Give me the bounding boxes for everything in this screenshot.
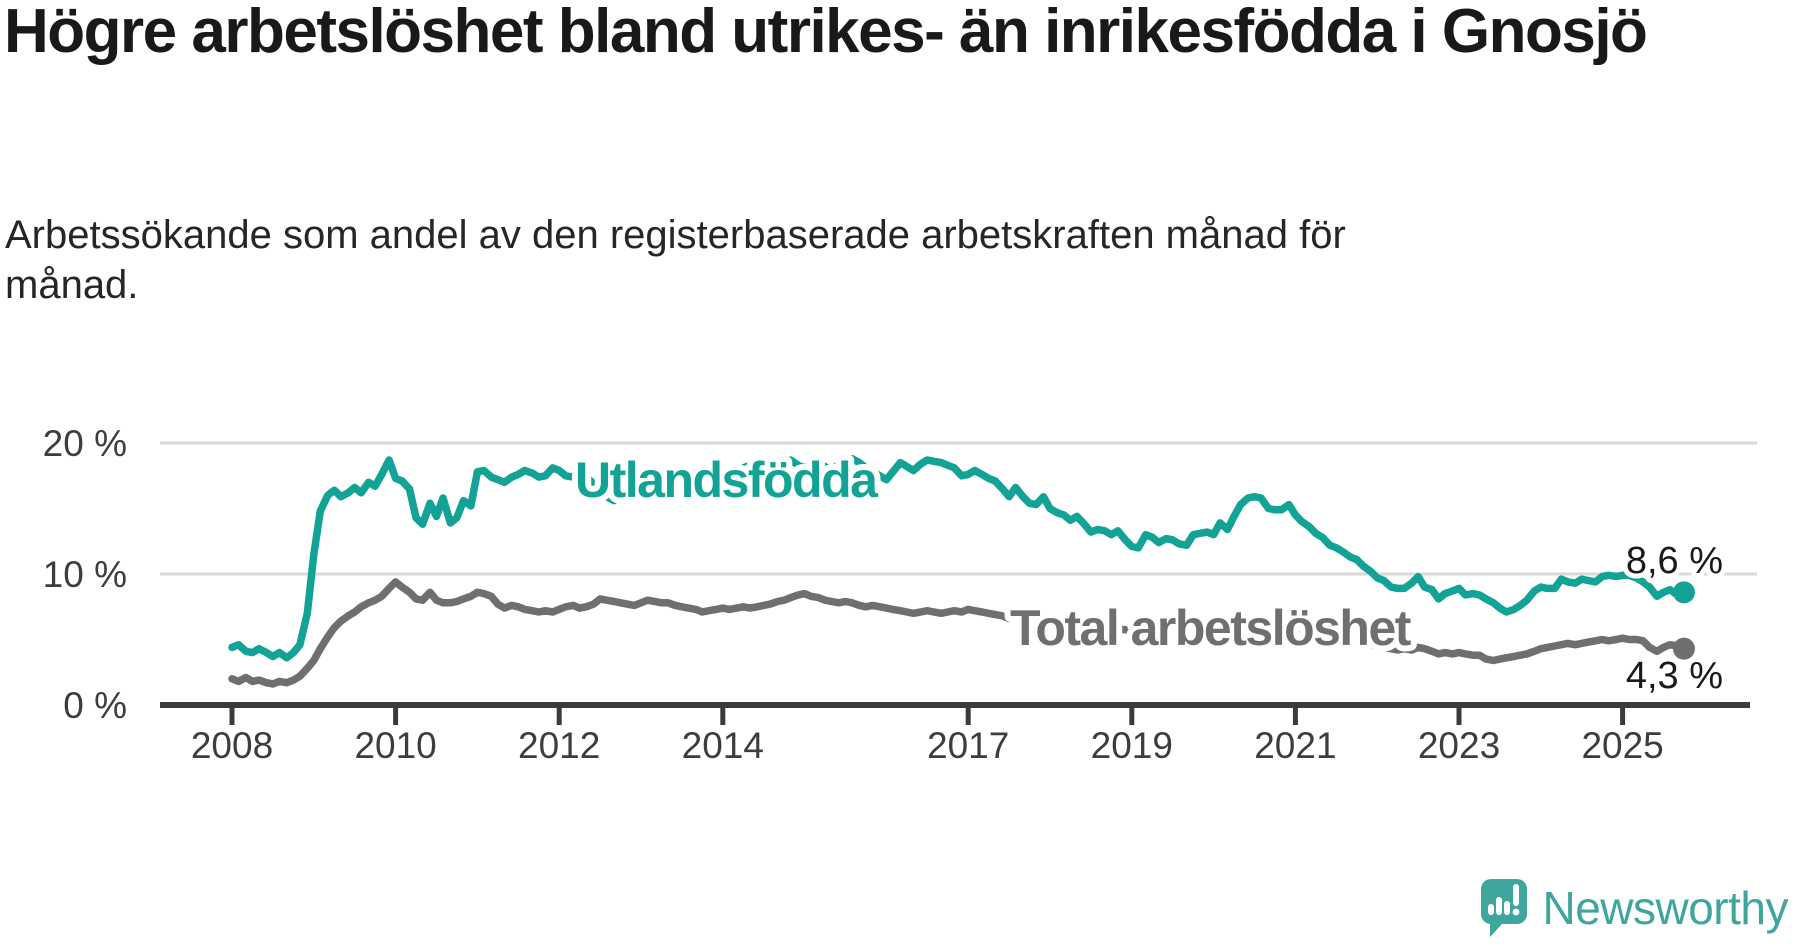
series-end-value-total: 4,3 %	[1626, 655, 1723, 697]
y-tick-label: 20 %	[43, 423, 127, 464]
x-tick-label: 2017	[927, 725, 1009, 766]
x-tick-label: 2023	[1418, 725, 1500, 766]
y-tick-label: 0 %	[63, 685, 127, 726]
newsworthy-logo: Newsworthy	[1480, 878, 1788, 938]
bar-medium	[1504, 901, 1511, 915]
x-tick-label: 2008	[191, 725, 273, 766]
bar-small	[1488, 904, 1495, 915]
x-tick-label: 2014	[682, 725, 764, 766]
exclamation-dot	[1513, 908, 1520, 916]
x-tick-label: 2010	[354, 725, 436, 766]
exclamation-bar	[1513, 884, 1520, 906]
x-tick-label: 2021	[1254, 725, 1336, 766]
x-tick-label: 2025	[1581, 725, 1663, 766]
x-tick-label: 2012	[518, 725, 600, 766]
series-line-total	[228, 578, 1688, 688]
chart-subtitle: Arbetssökande som andel av den registerb…	[5, 213, 1346, 308]
series-label-total: Total arbetslöshet	[1010, 600, 1412, 656]
series-end-value-utlandsfodda: 8,6 %	[1626, 540, 1723, 582]
series-line-utlandsfodda	[228, 454, 1688, 662]
series-end-dot-total	[1672, 637, 1695, 660]
series-end-dot-utlandsfodda	[1672, 581, 1695, 604]
y-tick-label: 10 %	[43, 554, 127, 595]
newsworthy-logo-icon	[1481, 879, 1528, 937]
bar-tall	[1496, 897, 1503, 915]
series-label-utlandsfodda: Utlandsfödda	[575, 452, 879, 508]
x-tick-label: 2019	[1091, 725, 1173, 766]
newsworthy-logo-text: Newsworthy	[1542, 882, 1788, 934]
chart-title: Högre arbetslöshet bland utrikes- än inr…	[4, 0, 1648, 66]
